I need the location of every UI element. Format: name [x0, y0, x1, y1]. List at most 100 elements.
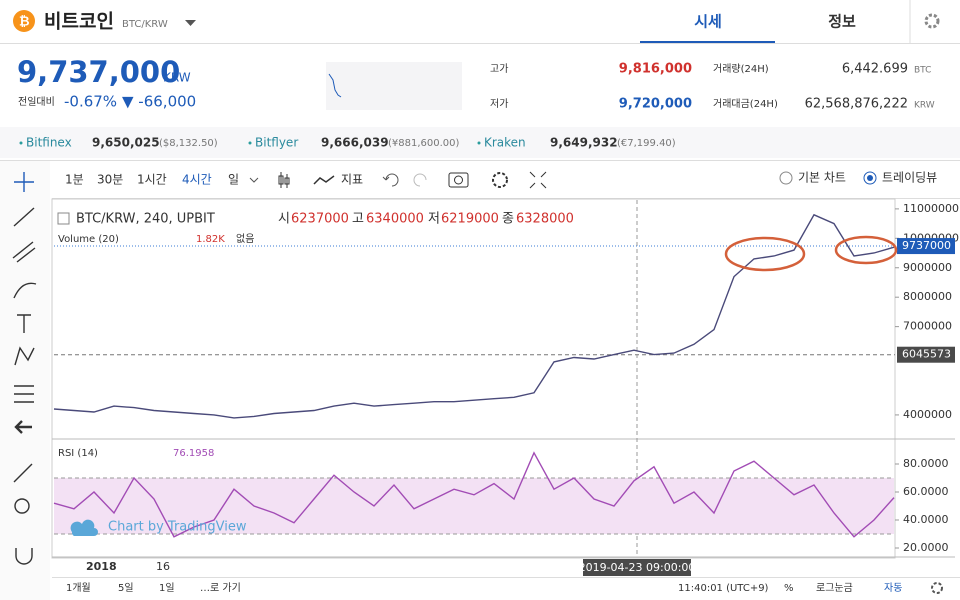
bullet: [19, 141, 23, 145]
ohlc-label: 고: [352, 212, 364, 227]
exchange-fx: (€7,199.40): [617, 138, 676, 149]
volume-label: Volume (20): [58, 234, 119, 245]
coin-icon: [13, 10, 35, 32]
interval[interactable]: 4시간: [182, 173, 212, 187]
x-tick-label: 2018: [86, 560, 117, 573]
price-tag: [897, 238, 955, 255]
stat-value: 62,568,876,222: [805, 97, 908, 112]
plot-frame: [51, 198, 896, 559]
y-tick-label: 40.0000: [903, 513, 949, 526]
snapshot[interactable]: [448, 172, 469, 188]
tab-underline: [640, 41, 775, 44]
volume-note: 없음: [236, 232, 254, 245]
stat-value: 6,442.699: [842, 62, 908, 77]
series-line: [53, 213, 895, 419]
indicators[interactable]: 지표: [341, 173, 363, 187]
exchange-price: 9,650,025: [92, 136, 160, 150]
y-tick-label: 9000000: [903, 261, 952, 274]
collapse[interactable]: [57, 212, 70, 225]
stat-label: 거래대금(24H): [713, 98, 778, 110]
goto[interactable]: …로 가기: [200, 582, 241, 594]
exchange-fx: (¥881,600.00): [388, 138, 460, 149]
bullet: [248, 141, 252, 145]
range[interactable]: 1일: [159, 582, 175, 594]
exchange-price: 9,649,932: [550, 136, 618, 150]
line-icon[interactable]: [313, 175, 335, 185]
coin-symbol: ₿: [19, 15, 30, 30]
change-abs: ▼ -66,000: [122, 93, 196, 111]
interval[interactable]: 일: [228, 173, 239, 187]
stat-label: 거래량(24H): [713, 63, 769, 75]
stat-value: 9,720,000: [619, 97, 692, 112]
dropdown[interactable]: [185, 20, 196, 26]
sparkline-box: [326, 62, 462, 110]
chart-settings[interactable]: [492, 172, 508, 188]
symbol: BTC/KRW, 240, UPBIT: [76, 212, 215, 227]
interval[interactable]: 30분: [97, 173, 123, 187]
y-tick-label: 20.0000: [903, 541, 949, 554]
price-tag-label: 9737000: [902, 239, 951, 252]
chart-mode[interactable]: 기본 차트: [798, 171, 846, 185]
caret[interactable]: [249, 177, 259, 183]
fullscreen[interactable]: [529, 171, 547, 189]
log-toggle[interactable]: 로그눈금: [816, 582, 853, 594]
exchanges: Bitfinex 9,650,025 ($8,132.50) Bitflyer 9,66…: [19, 136, 676, 150]
rsi-label: RSI (14): [58, 448, 98, 459]
ohlc-value: 6237000: [291, 212, 349, 227]
y-tick-label: 60.0000: [903, 485, 949, 498]
watermark-logo: [70, 519, 98, 536]
crosshair-time-box: [583, 559, 691, 576]
tab[interactable]: 정보: [828, 13, 856, 31]
settings[interactable]: [931, 582, 943, 594]
candle-icon[interactable]: [278, 172, 290, 188]
price-tag: [897, 346, 955, 363]
stat-label: 저가: [490, 98, 508, 110]
ohlc-label: 종: [502, 212, 514, 227]
radio[interactable]: [863, 171, 877, 185]
sparkline: [328, 73, 342, 98]
watermark: Chart by TradingView: [108, 520, 247, 535]
pair: BTC/KRW: [122, 19, 168, 30]
auto-toggle[interactable]: 자동: [884, 582, 902, 594]
volume-value: 1.82K: [196, 234, 225, 245]
rsi-band: [54, 478, 894, 534]
tab[interactable]: 시세: [694, 13, 722, 31]
ohlc-value: 6328000: [516, 212, 574, 227]
exchange-name: Bitfinex: [26, 136, 72, 150]
ohlc-value: 6340000: [366, 212, 424, 227]
highlight: [834, 235, 898, 265]
pct-toggle[interactable]: %: [784, 583, 794, 594]
exchange-name: Kraken: [484, 136, 526, 150]
exchange-name: Bitflyer: [255, 136, 298, 150]
range[interactable]: 5일: [118, 582, 134, 594]
chart-mode[interactable]: 트레이딩뷰: [882, 171, 937, 185]
range[interactable]: 1개월: [66, 582, 91, 594]
radio[interactable]: [779, 171, 793, 185]
stat-label: 고가: [490, 63, 508, 75]
ohlc-label: 시: [278, 212, 290, 227]
radio-dot: [867, 175, 873, 181]
ohlc-label: 저: [428, 212, 440, 227]
plot: 4000000700000080000009000000100000001100…: [53, 200, 959, 557]
settings[interactable]: [924, 13, 940, 29]
exchange-fx: ($8,132.50): [159, 138, 218, 149]
y-tick-label: 4000000: [903, 408, 952, 421]
y-tick-label: 7000000: [903, 320, 952, 333]
redo[interactable]: [413, 173, 427, 187]
interval[interactable]: 1시간: [137, 173, 167, 187]
highlight: [724, 236, 806, 272]
current-price: 9,737,000: [17, 55, 180, 89]
undo[interactable]: [382, 173, 399, 187]
stat-value: 9,816,000: [619, 62, 692, 77]
crosshair-time: 2019-04-23 09:00:00: [579, 561, 696, 574]
tool-panel: [0, 161, 50, 600]
rsi-value: 76.1958: [173, 448, 214, 459]
coin-name: 비트코인: [44, 11, 114, 33]
snapshot-lens: [454, 175, 463, 185]
currency: KRW: [163, 71, 191, 85]
interval[interactable]: 1분: [65, 173, 84, 187]
series-line: [53, 451, 895, 538]
y-tick-label: 11000000: [903, 202, 959, 215]
